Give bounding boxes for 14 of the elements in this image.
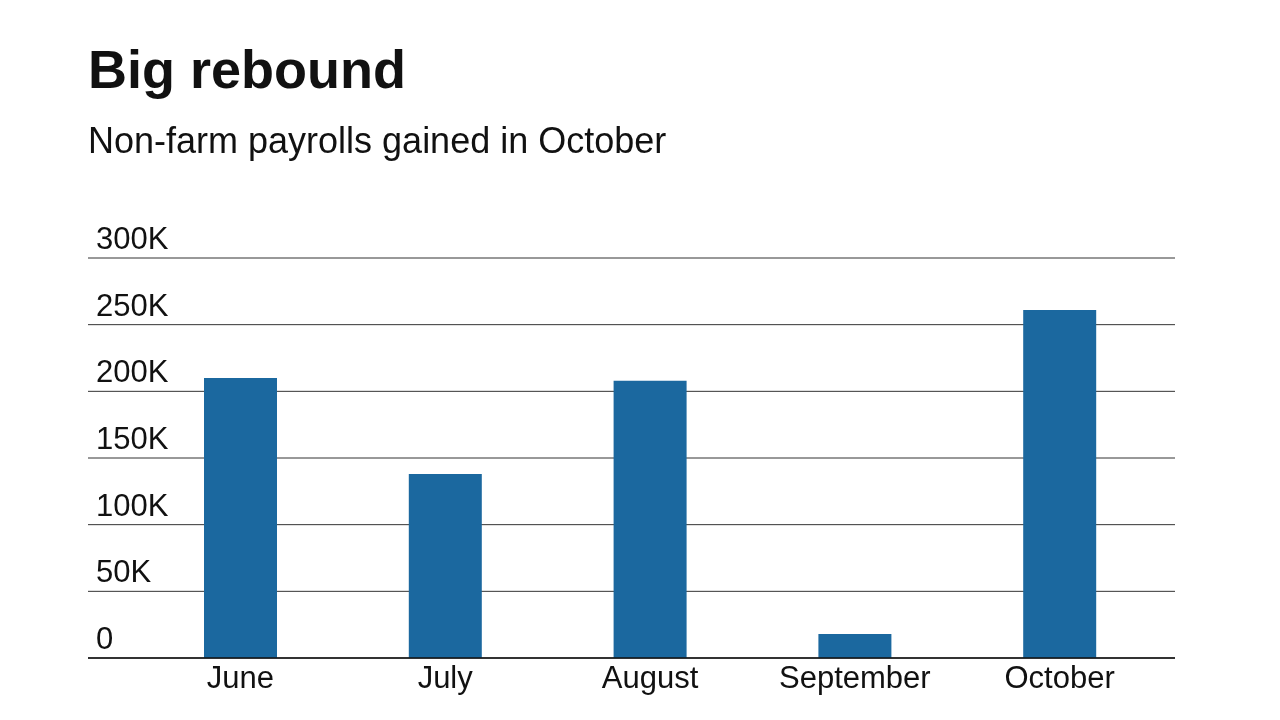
chart-subtitle: Non-farm payrolls gained in October [88, 120, 667, 162]
y-tick-label: 50K [96, 554, 152, 590]
y-tick-label: 250K [96, 287, 169, 323]
chart-title: Big rebound [88, 38, 406, 100]
x-tick-label: June [206, 660, 275, 696]
x-tick-label: August [601, 660, 699, 696]
y-tick-label: 150K [96, 421, 169, 456]
y-tick-label: 200K [96, 354, 169, 390]
x-tick-label: July [417, 660, 474, 696]
y-tick-label: 300K [96, 221, 169, 256]
x-tick-label: September [778, 660, 931, 696]
x-tick-label: October [1004, 660, 1115, 696]
y-tick-label: 100K [96, 487, 169, 523]
y-tick-label: 0 [96, 621, 114, 656]
